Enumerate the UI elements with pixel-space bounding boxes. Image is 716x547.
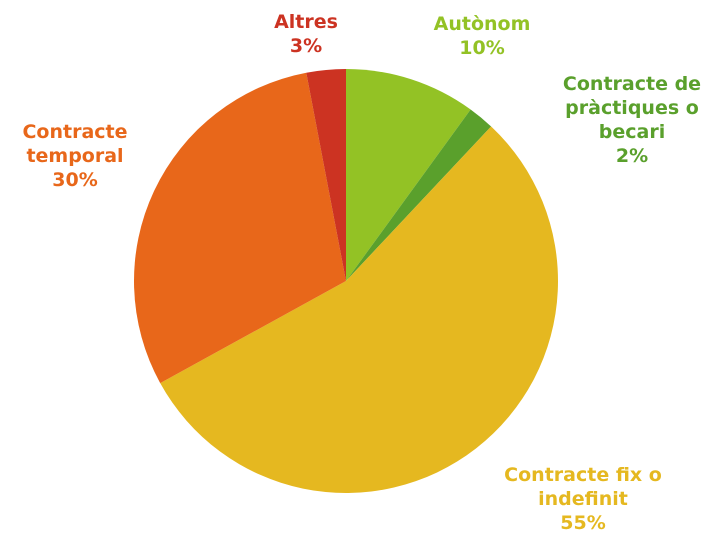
slice-label: Contracte fix o indefinit 55% — [483, 463, 683, 535]
category-label: Autònom — [433, 13, 531, 35]
value-label: 3% — [289, 35, 323, 57]
slice-label: Autònom 10% — [412, 12, 552, 60]
category-label: Contracte fix o indefinit — [504, 464, 662, 510]
value-label: 10% — [459, 37, 505, 59]
slice-label: Altres 3% — [256, 10, 356, 58]
category-label: Contracte temporal — [22, 121, 128, 167]
pie-slice — [346, 69, 471, 281]
category-label: Contracte de pràctiques o becari — [562, 73, 702, 143]
slice-label: Contracte de pràctiques o becari 2% — [547, 72, 716, 168]
slice-label: Contracte temporal 30% — [0, 120, 150, 192]
pie-slice — [160, 126, 558, 494]
pie-slice — [306, 69, 346, 281]
category-label: Altres — [274, 11, 338, 33]
value-label: 55% — [560, 512, 606, 534]
value-label: 2% — [615, 145, 649, 167]
pie-slice — [346, 109, 492, 281]
value-label: 30% — [52, 169, 98, 191]
pie-slice — [133, 72, 346, 384]
